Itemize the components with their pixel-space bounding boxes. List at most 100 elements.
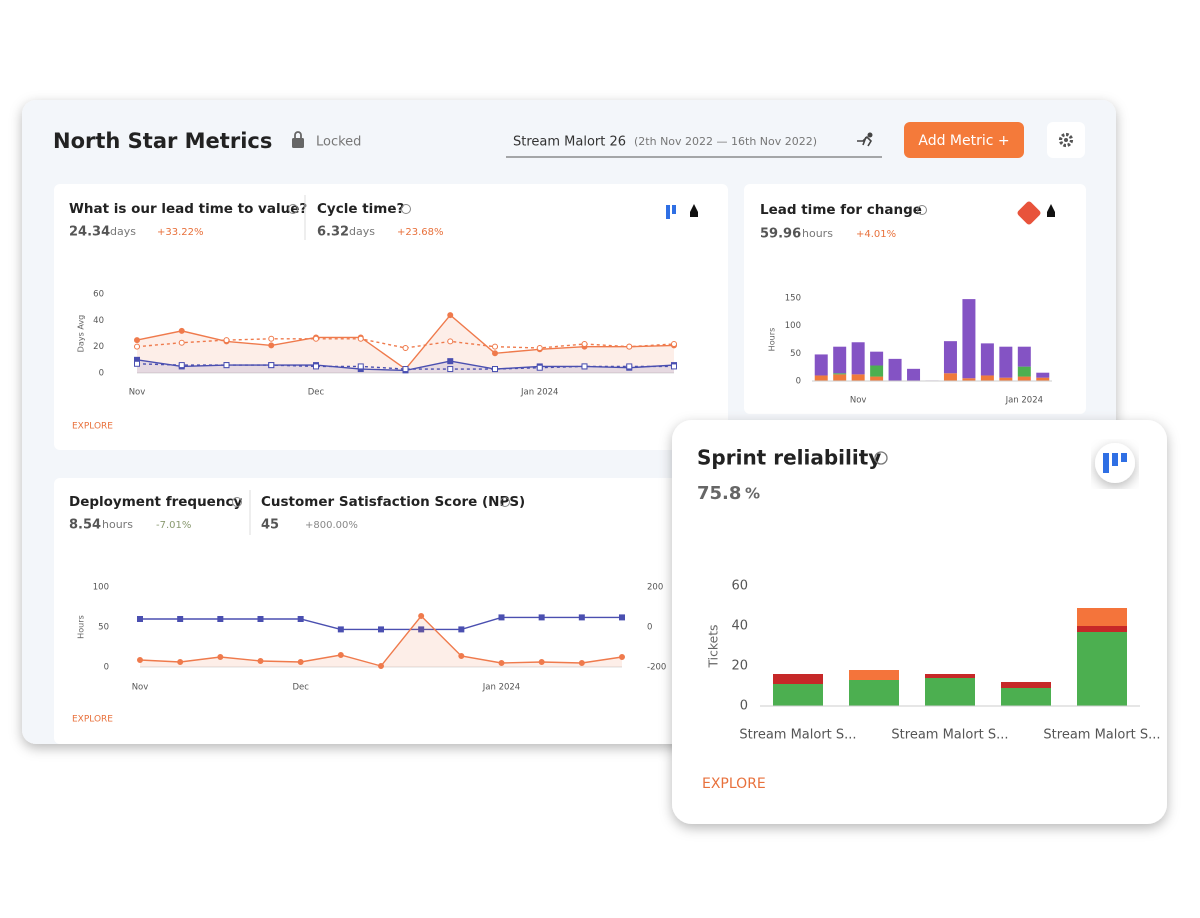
stream-selector[interactable]: Stream Malort 26 (2th Nov 2022 — 16th No… bbox=[506, 135, 882, 158]
point bbox=[498, 614, 505, 621]
point bbox=[134, 343, 140, 350]
point bbox=[268, 362, 275, 369]
bar-segment bbox=[833, 373, 847, 375]
explore-link[interactable]: EXPLORE bbox=[72, 715, 113, 725]
help-icon[interactable] bbox=[401, 204, 411, 214]
bar-segment bbox=[962, 299, 976, 379]
y-tick-label: 150 bbox=[785, 294, 801, 304]
help-icon[interactable] bbox=[874, 451, 888, 465]
metric-unit: days bbox=[349, 225, 375, 238]
y2-tick-label: 0 bbox=[647, 623, 652, 633]
lock-icon bbox=[292, 131, 304, 148]
point bbox=[268, 342, 275, 349]
y2-tick-label: -200 bbox=[647, 663, 666, 673]
point bbox=[458, 653, 465, 659]
bar-segment bbox=[849, 680, 899, 706]
series-area bbox=[140, 616, 622, 667]
point bbox=[223, 362, 230, 369]
point bbox=[178, 327, 185, 334]
gear-icon[interactable] bbox=[1058, 132, 1074, 148]
point bbox=[178, 339, 185, 346]
point bbox=[418, 626, 425, 633]
add-metric-label[interactable]: Add Metric + bbox=[918, 133, 1009, 149]
metric-change: -7.01% bbox=[156, 520, 191, 531]
metric-change: +23.68% bbox=[397, 227, 444, 238]
stream-name[interactable]: Stream Malort 26 bbox=[513, 135, 626, 150]
bar-segment bbox=[870, 365, 884, 377]
x-tick-label: Dec bbox=[292, 683, 309, 693]
y-tick-label: 60 bbox=[731, 579, 748, 594]
point bbox=[268, 335, 275, 342]
help-icon[interactable] bbox=[917, 205, 927, 215]
point bbox=[581, 341, 588, 348]
bar-segment bbox=[1017, 376, 1031, 381]
y-axis-label: Hours bbox=[77, 615, 86, 639]
metric-title: What is our lead time to value? bbox=[69, 201, 307, 217]
bar-segment bbox=[851, 342, 865, 375]
x-tick-label: Nov bbox=[850, 396, 867, 406]
bar-segment bbox=[943, 373, 957, 381]
bar-segment bbox=[1017, 346, 1031, 367]
jira-icon bbox=[1103, 453, 1127, 473]
add-metric-button[interactable] bbox=[904, 122, 1024, 158]
point bbox=[217, 616, 224, 622]
x-tick-label: Nov bbox=[132, 683, 149, 693]
explore-link[interactable]: EXPLORE bbox=[702, 776, 766, 792]
bar-segment bbox=[1001, 682, 1051, 688]
help-icon[interactable] bbox=[232, 497, 242, 507]
y-tick-label: 50 bbox=[98, 623, 109, 633]
y-tick-label: 0 bbox=[740, 699, 748, 714]
metric-change: +4.01% bbox=[856, 229, 896, 240]
point bbox=[217, 654, 224, 660]
point bbox=[538, 614, 545, 621]
y-tick-label: 20 bbox=[93, 342, 104, 352]
bar-segment bbox=[870, 351, 884, 366]
metric-value: 45 bbox=[261, 518, 279, 533]
point bbox=[492, 343, 498, 350]
point bbox=[134, 337, 140, 344]
metric-value: 6.32 bbox=[317, 225, 349, 240]
runner-icon[interactable] bbox=[857, 132, 873, 147]
point bbox=[538, 659, 545, 665]
point bbox=[257, 658, 264, 664]
bar-segment bbox=[962, 378, 976, 381]
bar-segment bbox=[773, 684, 823, 706]
explore-link[interactable]: EXPLORE bbox=[72, 422, 113, 432]
point bbox=[337, 652, 344, 658]
metric-title: Lead time for change bbox=[760, 202, 922, 218]
point bbox=[137, 657, 143, 663]
point bbox=[671, 363, 677, 370]
y-tick-label: 60 bbox=[93, 290, 104, 300]
bar-segment bbox=[888, 358, 902, 381]
card bbox=[54, 184, 728, 450]
date-range[interactable]: (2th Nov 2022 — 16th Nov 2022) bbox=[634, 135, 817, 148]
bar-segment bbox=[849, 670, 899, 680]
point bbox=[357, 335, 364, 342]
point bbox=[492, 366, 498, 373]
y-tick-label: 50 bbox=[790, 349, 801, 359]
bar-segment bbox=[925, 678, 975, 706]
point bbox=[297, 659, 304, 665]
point bbox=[178, 362, 185, 369]
point bbox=[458, 626, 465, 633]
metric-unit: % bbox=[745, 485, 760, 503]
point bbox=[447, 312, 454, 319]
y-tick-label: 100 bbox=[785, 321, 801, 331]
sprint-chart: 0 20 40 60 Tickets Stream Malort S... Stream M… bbox=[707, 579, 1161, 743]
bar-segment bbox=[773, 674, 823, 684]
point bbox=[536, 344, 543, 351]
point bbox=[297, 616, 304, 622]
bar-segment bbox=[943, 341, 957, 374]
bar-segment bbox=[1001, 688, 1051, 706]
bar-segment bbox=[980, 375, 994, 381]
help-icon[interactable] bbox=[288, 204, 298, 214]
bar-segment bbox=[1036, 372, 1050, 378]
point bbox=[671, 341, 677, 348]
x-tick-label: Jan 2024 bbox=[482, 683, 520, 693]
point bbox=[378, 663, 384, 669]
bar-segment bbox=[1077, 608, 1127, 626]
help-icon[interactable] bbox=[500, 497, 510, 507]
point bbox=[447, 366, 454, 373]
point bbox=[492, 350, 498, 357]
point bbox=[578, 614, 585, 621]
